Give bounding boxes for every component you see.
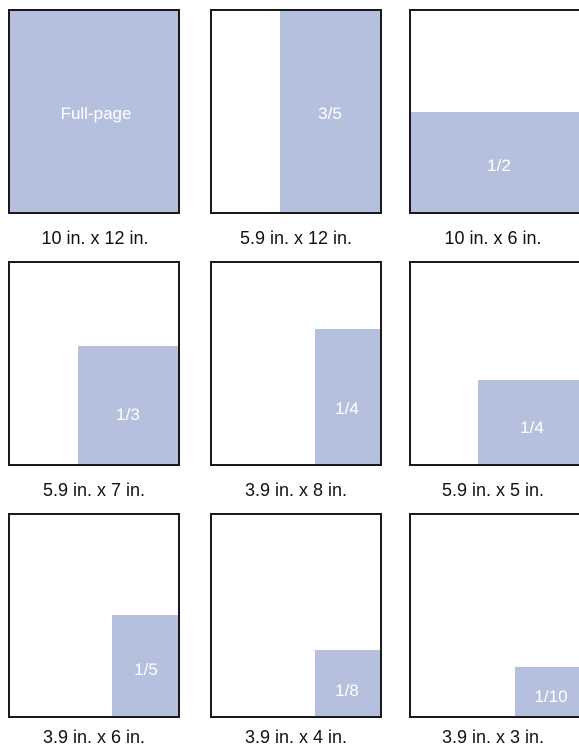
page-frame-quarter-tall: 1/4 [210, 261, 382, 466]
ad-area-three-fifths [280, 11, 380, 212]
ad-label-half: 1/2 [487, 156, 511, 175]
ad-label-third: 1/3 [116, 405, 140, 424]
ad-area-fifth [112, 615, 178, 716]
page-frame-full-page: Full-page [8, 9, 180, 214]
ad-label-full-page: Full-page [60, 104, 132, 123]
ad-area-quarter-wide [478, 380, 579, 464]
page-frame-fifth: 1/5 [8, 513, 180, 718]
page-frame-half: 1/2 [409, 9, 579, 214]
size-caption-eighth: 3.9 in. x 4 in. [244, 727, 348, 747]
size-caption-fifth: 3.9 in. x 6 in. [42, 727, 146, 747]
page-frame-three-fifths: 3/5 [210, 9, 382, 214]
size-caption-quarter-wide: 5.9 in. x 5 in. [441, 480, 545, 500]
ad-area-eighth [315, 650, 380, 716]
ad-label-three-fifths: 3/5 [318, 104, 342, 123]
size-caption-full-page: 10 in. x 12 in. [41, 228, 149, 248]
size-caption-three-fifths: 5.9 in. x 12 in. [239, 228, 353, 248]
page-frame-eighth: 1/8 [210, 513, 382, 718]
page-frame-tenth: 1/10 [409, 513, 579, 718]
page-frame-third: 1/3 [8, 261, 180, 466]
size-caption-tenth: 3.9 in. x 3 in. [441, 727, 545, 747]
size-caption-half: 10 in. x 6 in. [444, 228, 542, 248]
ad-area-half [411, 112, 579, 212]
ad-label-fifth: 1/5 [134, 660, 158, 679]
ad-label-quarter-wide: 1/4 [520, 418, 544, 437]
size-caption-third: 5.9 in. x 7 in. [42, 480, 146, 500]
page-frame-quarter-wide: 1/4 [409, 261, 579, 466]
size-caption-quarter-tall: 3.9 in. x 8 in. [244, 480, 348, 500]
ad-area-tenth [515, 667, 579, 716]
ad-area-third [78, 346, 178, 464]
ad-label-quarter-tall: 1/4 [335, 399, 359, 418]
ad-label-tenth: 1/10 [534, 687, 568, 706]
ad-area-quarter-tall [315, 329, 380, 464]
ad-area-full-page [10, 11, 178, 212]
ad-label-eighth: 1/8 [335, 681, 359, 700]
